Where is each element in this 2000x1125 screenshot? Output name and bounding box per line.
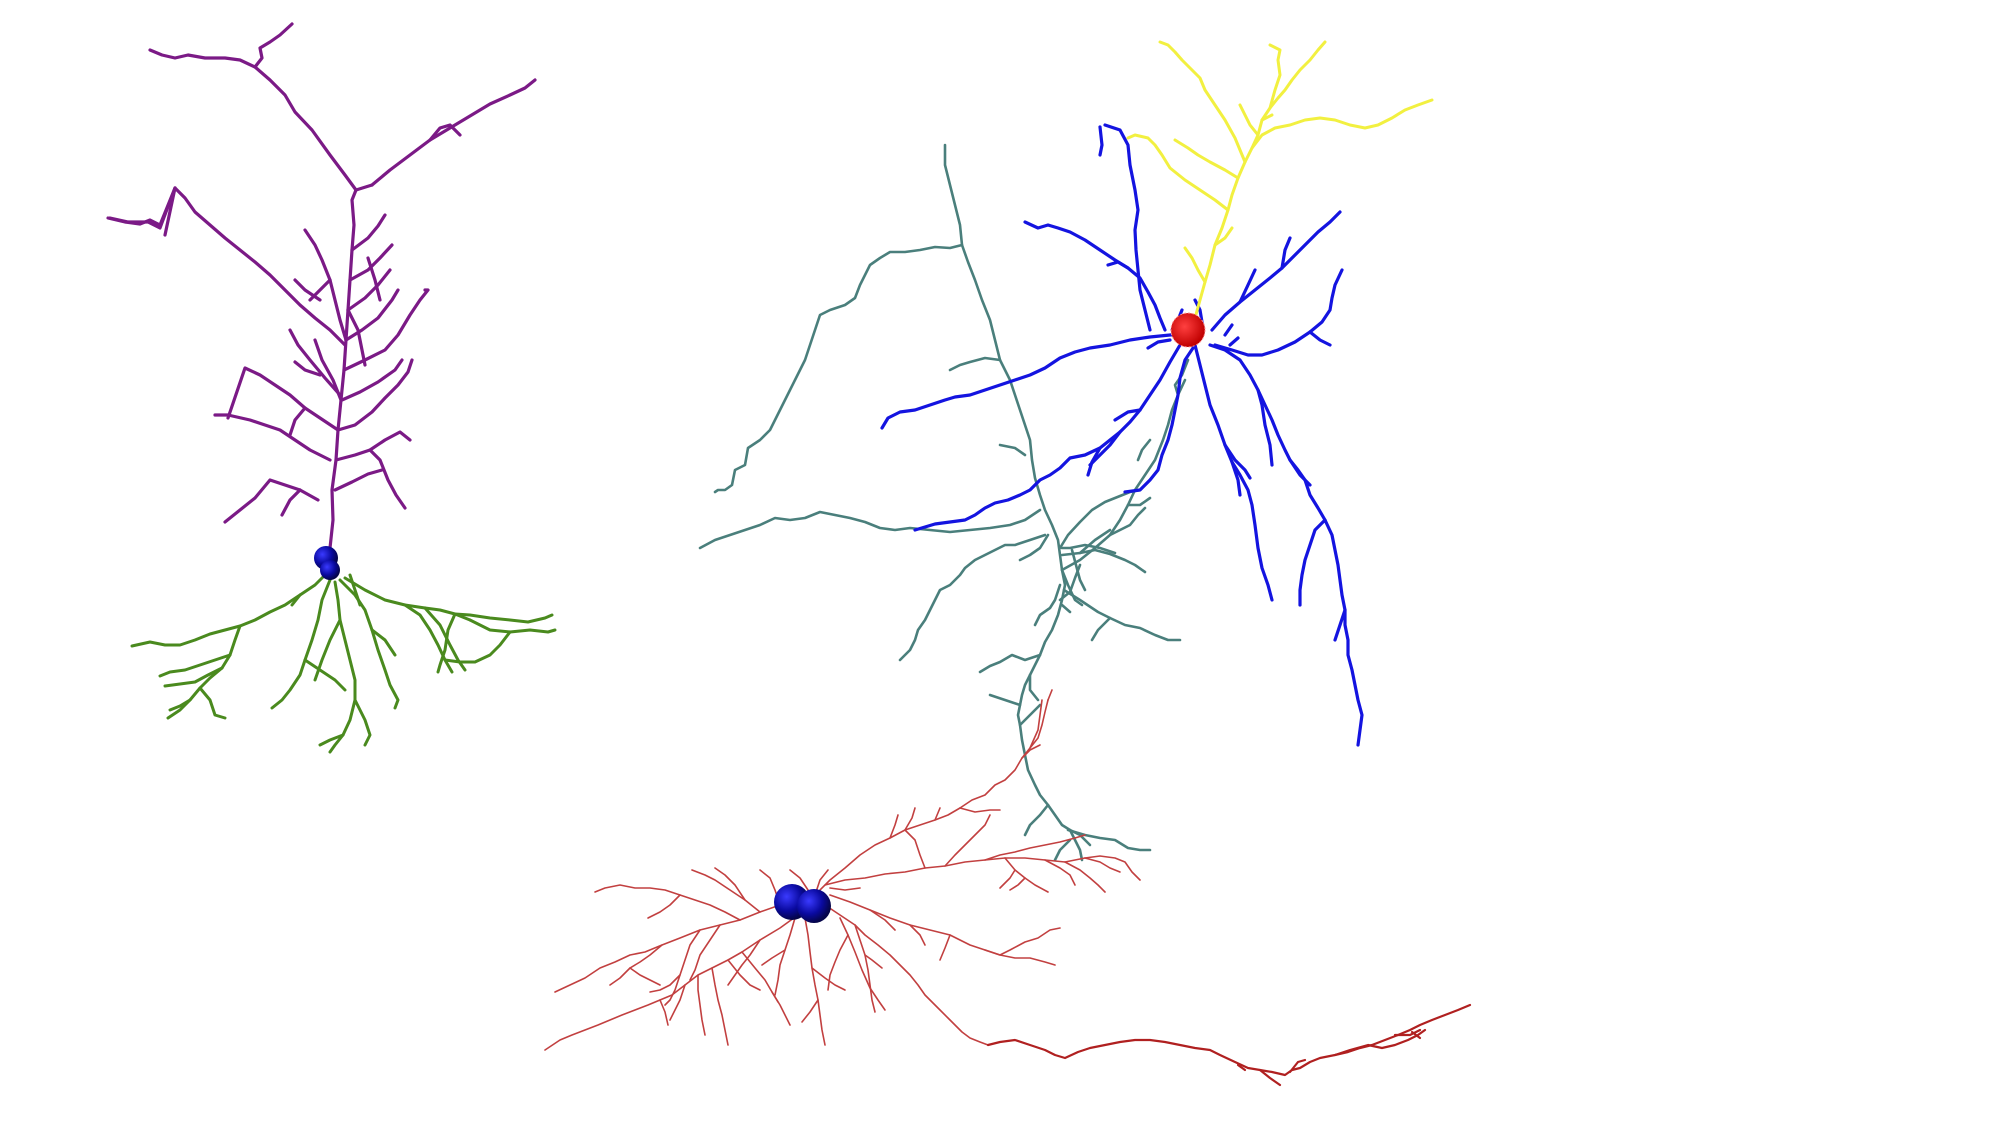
pyramidal-neuron [106,22,557,754]
basket-soma [774,884,831,923]
soma-sphere [797,889,831,923]
apical-dendrite-tree [106,22,537,550]
axon-tree [986,1003,1472,1087]
pyramidal-soma [314,546,340,580]
dendrite-tree [544,689,1141,1051]
apical-dendrite-tree [1126,40,1434,320]
soma-sphere [1171,313,1205,347]
basal-dendrite-tree [130,573,557,754]
soma-sphere [320,560,340,580]
axon-tree [698,143,1190,862]
basal-dendrite-tree [880,123,1364,747]
basket-neuron [544,689,1472,1087]
soma-mesh-overlay [1170,312,1206,348]
stellate-soma [1170,312,1206,348]
stellate-neuron [698,40,1434,862]
